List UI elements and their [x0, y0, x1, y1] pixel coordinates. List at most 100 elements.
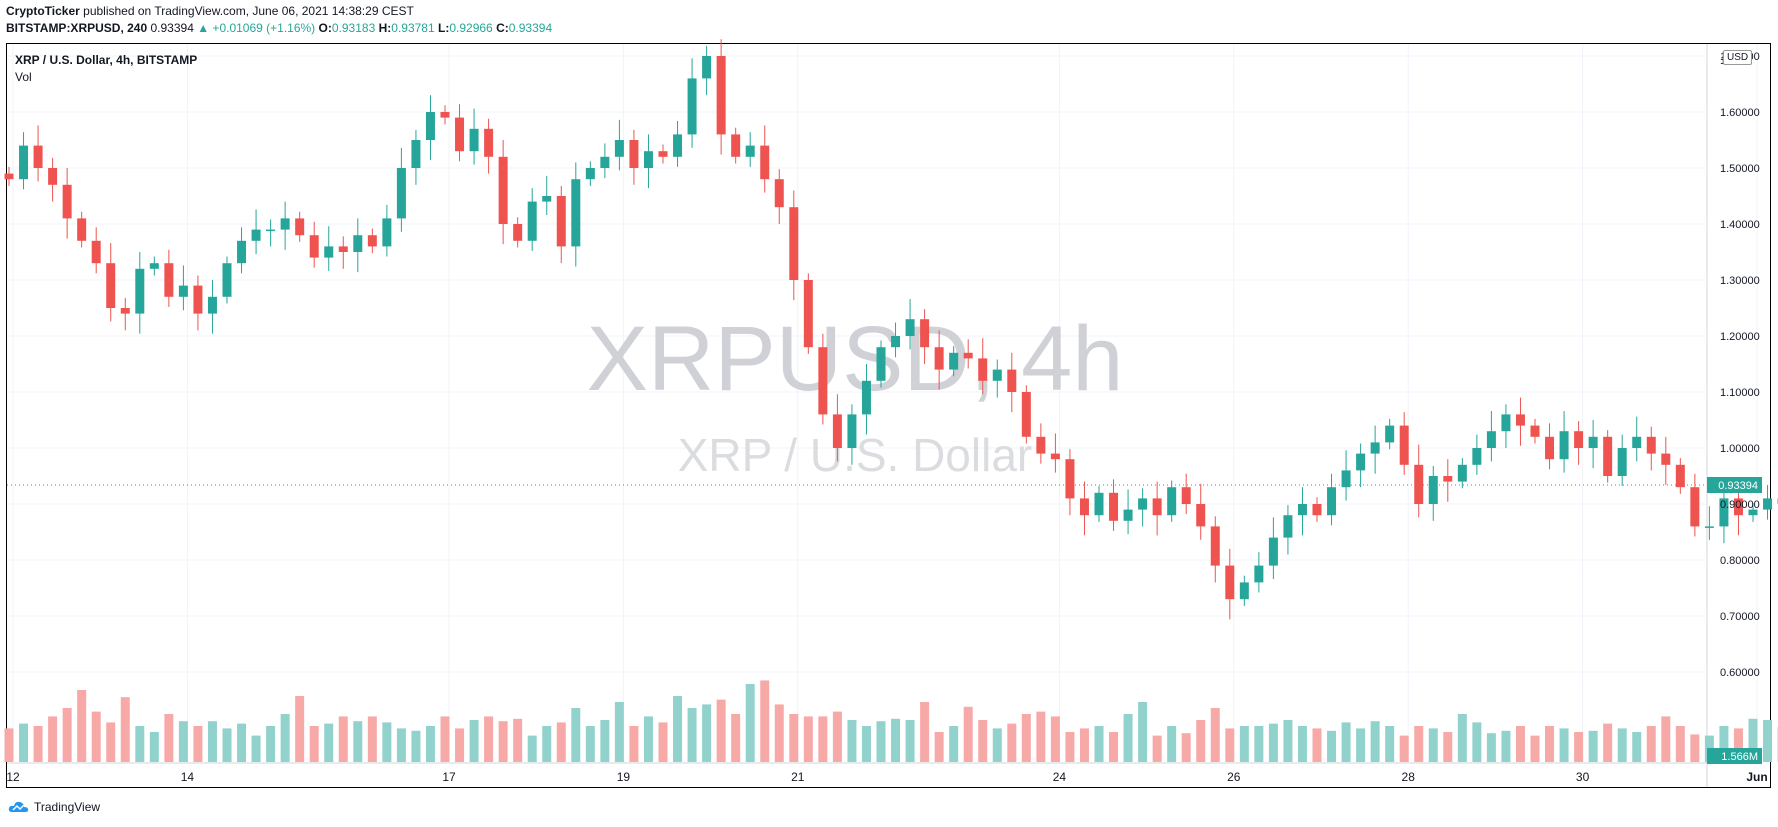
footer-brand[interactable]: TradingView [8, 800, 100, 814]
candle-body [1036, 436, 1046, 454]
candle-body [1341, 470, 1351, 488]
candle-body [33, 145, 43, 168]
y-tick-label: 1.30000 [1720, 275, 1760, 287]
volume-bar [992, 728, 1002, 762]
volume-bar [1385, 726, 1395, 762]
candle-body [1530, 425, 1540, 437]
candle-body [643, 151, 653, 168]
y-tick-label: 1.50000 [1720, 163, 1760, 175]
candle-body [789, 207, 799, 280]
volume-bar [1617, 728, 1627, 762]
last-price-badge [1707, 476, 1762, 493]
volume-bar [716, 699, 726, 762]
symbol-label: BITSTAMP:XRPUSD, 240 [6, 21, 148, 35]
open-value: 0.93183 [331, 21, 376, 35]
volume-bar [425, 726, 435, 762]
candle-body [1632, 436, 1642, 448]
volume-bar [1152, 735, 1162, 762]
volume-bar [1646, 726, 1656, 762]
candle-body [1704, 526, 1714, 528]
volume-bar [1254, 726, 1264, 762]
candle-body [1733, 498, 1743, 516]
volume-bar [1530, 735, 1540, 762]
volume-bar [905, 720, 915, 762]
volume-bar [149, 732, 159, 762]
candle-body [62, 184, 72, 219]
candle-body [1719, 498, 1729, 527]
candle-body [1399, 425, 1409, 465]
candle-body [673, 134, 683, 157]
watermark-symbol: XRPUSD, 4h [587, 308, 1124, 410]
candle-body [295, 218, 305, 236]
chart-frame[interactable] [6, 43, 1771, 788]
volume-bar [1603, 723, 1613, 762]
candle-body [542, 196, 552, 202]
volume-bar [643, 716, 653, 762]
x-tick-label: 12 [6, 770, 20, 784]
volume-bar [1457, 714, 1467, 762]
candle-body [614, 140, 624, 157]
volume-bar [280, 714, 290, 762]
volume-bar [1297, 726, 1307, 762]
candle-body [818, 347, 828, 415]
volume-bar [1414, 726, 1424, 762]
volume-bar [164, 714, 174, 762]
candle-body [1007, 369, 1017, 392]
volume-badge-label: 1.566M [1721, 751, 1758, 763]
candle-body [1138, 498, 1148, 510]
x-tick-label: 17 [442, 770, 456, 784]
volume-bar [1399, 735, 1409, 762]
candle-body [774, 179, 784, 208]
candle-body [120, 308, 130, 314]
y-tick-label: 1.40000 [1720, 219, 1760, 231]
high-value: 0.93781 [391, 21, 435, 35]
volume-bar [367, 716, 377, 762]
volume-bar [600, 720, 610, 762]
candle-body [1603, 436, 1613, 476]
volume-bar [513, 718, 523, 762]
candle-body [934, 347, 944, 370]
volume-bar [920, 702, 930, 762]
candle-body [77, 218, 87, 241]
candle-body [1181, 487, 1191, 504]
candle-body [1675, 464, 1685, 488]
volume-bar [1167, 726, 1177, 762]
volume-bar [527, 735, 537, 762]
candle-body [1239, 582, 1249, 600]
candle-body [309, 235, 319, 258]
volume-bar [106, 722, 116, 762]
candle-body [1079, 498, 1089, 516]
volume-bar [861, 726, 871, 762]
volume-bar [614, 702, 624, 762]
volume-bar [1239, 726, 1249, 762]
candle-body [832, 414, 842, 448]
x-tick-label: 28 [1402, 770, 1416, 784]
volume-bar [556, 722, 566, 762]
x-tick-label: 24 [1053, 770, 1067, 784]
volume-bar [338, 716, 348, 762]
currency-badge[interactable]: USD [1723, 50, 1753, 65]
volume-bar [77, 690, 87, 762]
volume-bar [1021, 714, 1031, 762]
candle-body [585, 168, 595, 180]
volume-bar [760, 680, 770, 762]
candle-body [527, 201, 537, 241]
candle-body [469, 128, 479, 152]
candle-body [556, 196, 566, 247]
volume-bar [1268, 723, 1278, 762]
candle-body [135, 268, 145, 314]
candle-body [1559, 431, 1569, 460]
candle-body [1327, 487, 1337, 516]
candle-body [992, 369, 1002, 381]
candle-body [571, 179, 581, 247]
candle-body [193, 285, 203, 314]
volume-bar [251, 735, 261, 762]
legend-volume: Vol [15, 70, 32, 84]
volume-bar [4, 728, 14, 762]
volume-bar [1007, 723, 1017, 762]
candle-body [91, 240, 101, 264]
change-value: ▲ +0.01069 (+1.16%) [197, 21, 316, 35]
volume-bar [1733, 728, 1743, 762]
low-value: 0.92966 [449, 21, 493, 35]
